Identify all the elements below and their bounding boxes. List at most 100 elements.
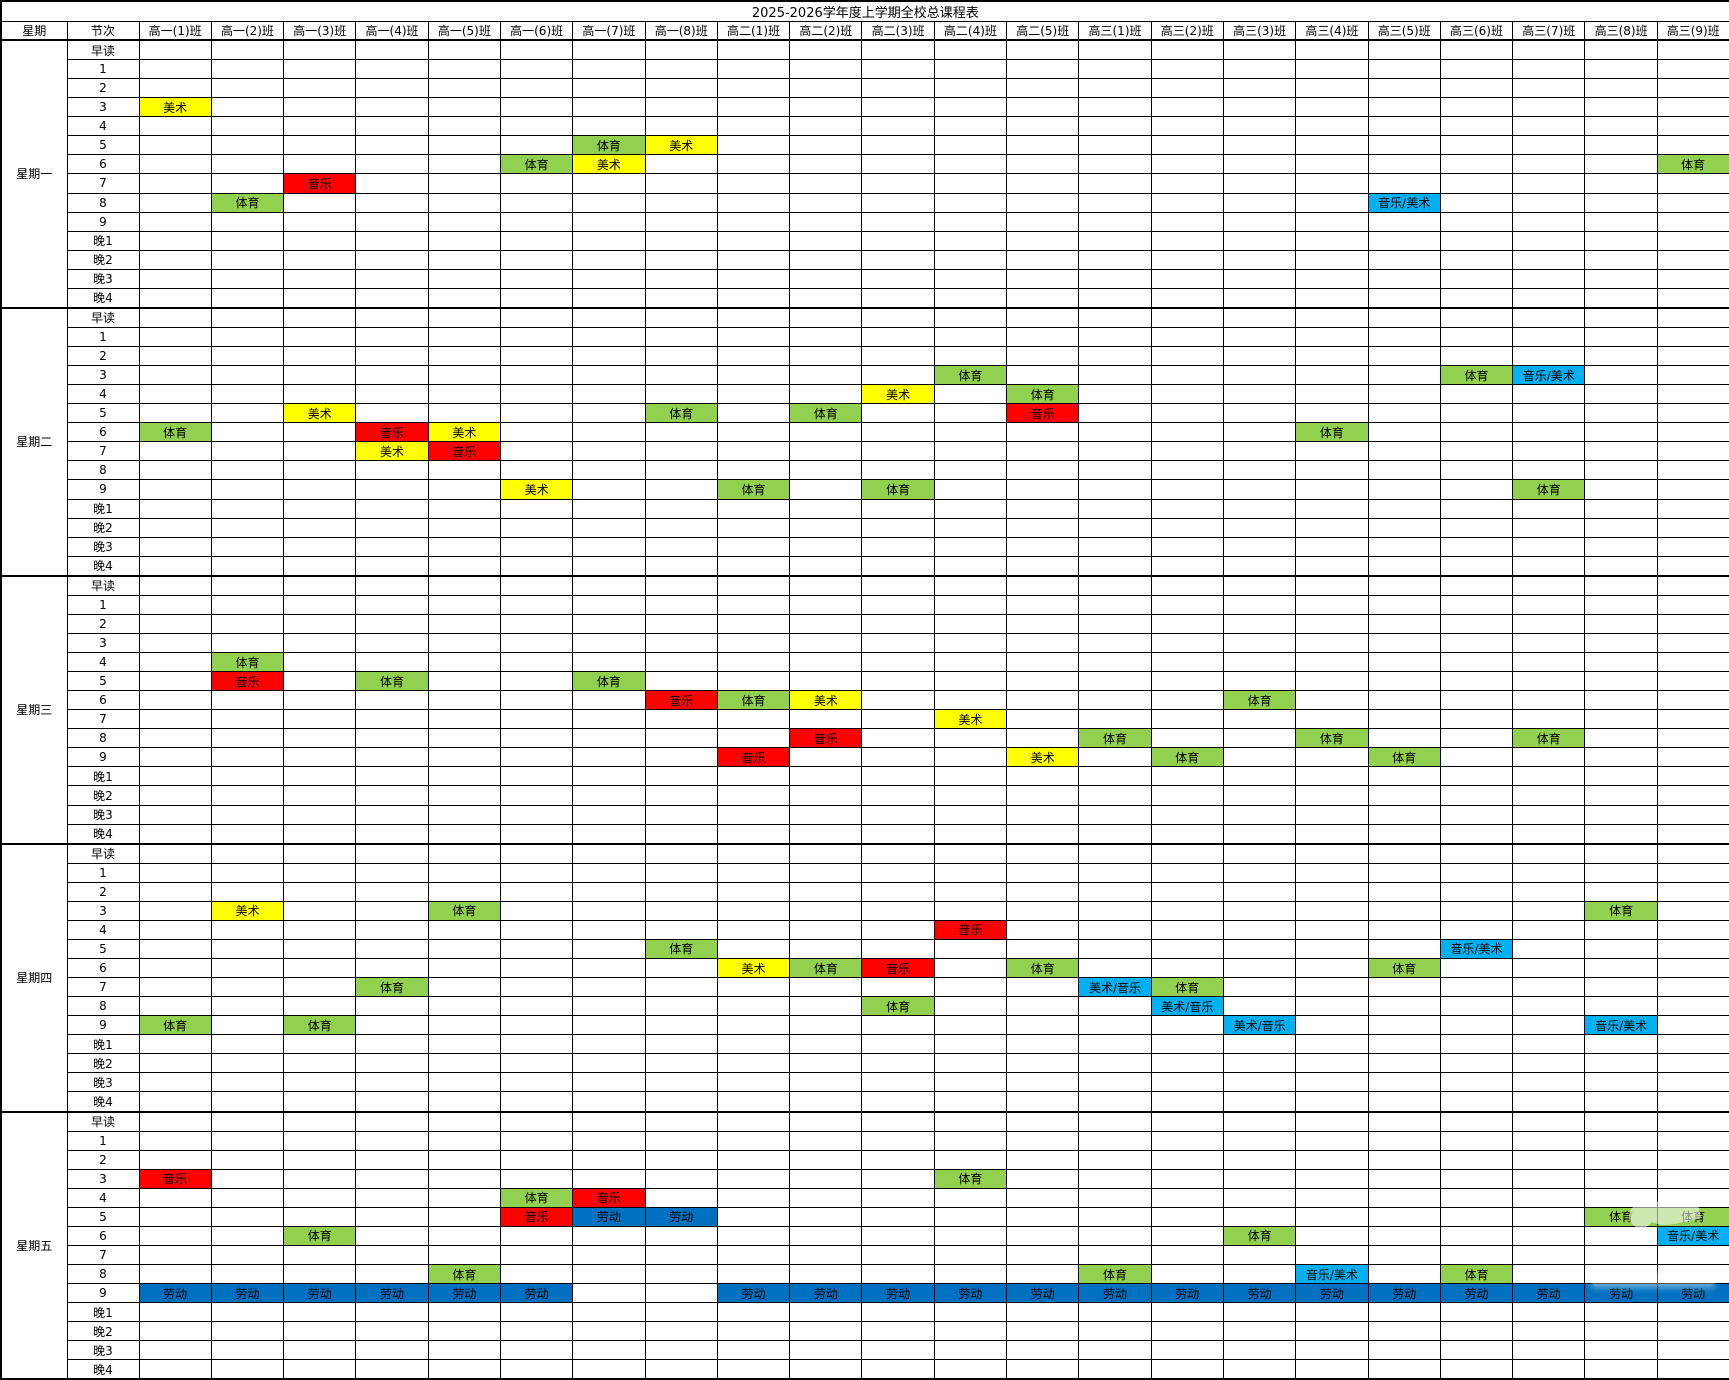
timetable-cell[interactable] xyxy=(861,1244,935,1266)
timetable-cell[interactable] xyxy=(789,268,863,289)
timetable-cell[interactable] xyxy=(499,1149,574,1170)
timetable-cell[interactable] xyxy=(499,613,574,634)
timetable-cell[interactable] xyxy=(933,977,1008,998)
timetable-cell[interactable] xyxy=(861,1091,935,1112)
timetable-cell[interactable] xyxy=(1222,747,1297,768)
timetable-cell[interactable] xyxy=(1512,326,1586,348)
timetable-cell[interactable] xyxy=(1584,287,1658,309)
timetable-cell[interactable] xyxy=(933,766,1008,787)
timetable-cell[interactable] xyxy=(1006,154,1080,175)
timetable-cell[interactable] xyxy=(716,1302,791,1323)
timetable-cell[interactable] xyxy=(1078,365,1152,386)
timetable-cell[interactable] xyxy=(644,651,718,673)
timetable-cell[interactable] xyxy=(933,823,1008,845)
timetable-cell[interactable] xyxy=(789,1168,863,1189)
timetable-cell[interactable] xyxy=(933,842,1008,864)
timetable-cell[interactable] xyxy=(355,594,429,615)
timetable-cell[interactable] xyxy=(1439,709,1514,730)
timetable-cell[interactable] xyxy=(355,1110,429,1132)
timetable-cell[interactable] xyxy=(1078,230,1152,251)
timetable-cell[interactable] xyxy=(716,1321,791,1342)
timetable-cell[interactable] xyxy=(427,766,501,787)
timetable-cell[interactable] xyxy=(283,78,357,99)
timetable-cell[interactable] xyxy=(644,1130,718,1151)
timetable-cell[interactable] xyxy=(427,613,501,634)
timetable-cell[interactable] xyxy=(1656,59,1729,80)
timetable-cell[interactable] xyxy=(861,785,935,806)
timetable-cell[interactable]: 劳动 xyxy=(1150,1283,1224,1304)
timetable-cell[interactable] xyxy=(1295,842,1369,864)
timetable-cell[interactable] xyxy=(355,249,429,270)
timetable-cell[interactable]: 体育 xyxy=(138,1015,212,1036)
timetable-cell[interactable] xyxy=(427,403,501,424)
timetable-cell[interactable] xyxy=(1367,460,1441,481)
timetable-cell[interactable] xyxy=(572,1149,646,1170)
timetable-cell[interactable] xyxy=(1584,1244,1658,1266)
timetable-cell[interactable] xyxy=(138,1321,212,1342)
timetable-cell[interactable] xyxy=(1584,1359,1658,1380)
timetable-cell[interactable] xyxy=(1295,173,1369,194)
timetable-cell[interactable] xyxy=(283,919,357,940)
timetable-cell[interactable] xyxy=(1367,365,1441,386)
timetable-cell[interactable]: 劳动 xyxy=(1512,1283,1586,1304)
timetable-cell[interactable] xyxy=(283,574,357,596)
timetable-cell[interactable] xyxy=(716,211,791,232)
timetable-cell[interactable] xyxy=(572,747,646,768)
timetable-cell[interactable] xyxy=(1006,613,1080,634)
timetable-cell[interactable] xyxy=(861,517,935,538)
timetable-cell[interactable] xyxy=(355,1359,429,1380)
timetable-cell[interactable] xyxy=(1656,1187,1729,1208)
timetable-cell[interactable] xyxy=(933,555,1008,577)
timetable-cell[interactable] xyxy=(283,881,357,902)
timetable-cell[interactable] xyxy=(1006,1072,1080,1093)
timetable-cell[interactable] xyxy=(1150,192,1224,213)
timetable-cell[interactable] xyxy=(355,384,429,405)
timetable-cell[interactable] xyxy=(1222,842,1297,864)
timetable-cell[interactable] xyxy=(933,632,1008,654)
timetable-cell[interactable] xyxy=(1584,268,1658,289)
timetable-cell[interactable] xyxy=(716,996,791,1017)
timetable-cell[interactable] xyxy=(644,1034,718,1055)
timetable-cell[interactable] xyxy=(716,842,791,864)
timetable-cell[interactable] xyxy=(644,747,718,768)
timetable-cell[interactable] xyxy=(1656,957,1729,979)
timetable-cell[interactable] xyxy=(572,1130,646,1151)
timetable-cell[interactable] xyxy=(427,1187,501,1208)
timetable-cell[interactable] xyxy=(210,1359,285,1380)
timetable-cell[interactable] xyxy=(1656,1149,1729,1170)
timetable-cell[interactable] xyxy=(861,498,935,519)
timetable-cell[interactable] xyxy=(644,249,718,270)
timetable-cell[interactable] xyxy=(716,59,791,80)
timetable-cell[interactable] xyxy=(1222,1244,1297,1266)
timetable-cell[interactable] xyxy=(1439,842,1514,864)
timetable-cell[interactable] xyxy=(1584,384,1658,405)
timetable-cell[interactable] xyxy=(210,39,285,61)
timetable-cell[interactable] xyxy=(1584,881,1658,902)
timetable-cell[interactable] xyxy=(1512,938,1586,960)
timetable-cell[interactable]: 体育 xyxy=(1656,154,1729,175)
timetable-cell[interactable] xyxy=(427,287,501,309)
timetable-cell[interactable] xyxy=(138,957,212,979)
timetable-cell[interactable] xyxy=(283,747,357,768)
timetable-cell[interactable] xyxy=(283,1168,357,1189)
timetable-cell[interactable] xyxy=(861,1187,935,1208)
timetable-cell[interactable] xyxy=(1656,804,1729,825)
timetable-cell[interactable] xyxy=(1584,116,1658,137)
timetable-cell[interactable] xyxy=(1512,690,1586,711)
timetable-cell[interactable] xyxy=(716,785,791,806)
timetable-cell[interactable] xyxy=(283,1187,357,1208)
timetable-cell[interactable]: 音乐 xyxy=(499,1206,574,1227)
timetable-cell[interactable] xyxy=(1584,39,1658,61)
timetable-cell[interactable] xyxy=(138,574,212,596)
timetable-cell[interactable] xyxy=(1367,97,1441,118)
timetable-cell[interactable] xyxy=(861,1168,935,1189)
timetable-cell[interactable] xyxy=(210,384,285,405)
timetable-cell[interactable]: 劳动 xyxy=(1656,1283,1729,1304)
timetable-cell[interactable] xyxy=(1512,460,1586,481)
timetable-cell[interactable] xyxy=(789,173,863,194)
timetable-cell[interactable] xyxy=(716,403,791,424)
timetable-cell[interactable] xyxy=(283,326,357,348)
timetable-cell[interactable] xyxy=(789,709,863,730)
timetable-cell[interactable] xyxy=(1367,842,1441,864)
timetable-cell[interactable]: 体育 xyxy=(572,135,646,156)
